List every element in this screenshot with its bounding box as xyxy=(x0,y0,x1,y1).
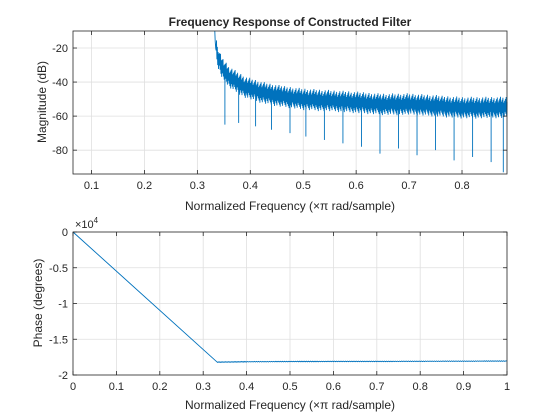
phase-xtick-label: 0.6 xyxy=(326,381,341,393)
magnitude-line xyxy=(214,30,508,119)
magnitude-xtick-label: 0.4 xyxy=(243,180,258,192)
phase-xtick-label: 0 xyxy=(70,381,76,393)
magnitude-xtick-label: 0.6 xyxy=(349,180,364,192)
magnitude-xtick-label: 0.1 xyxy=(84,180,99,192)
magnitude-plot: 0.1 0.2 0.3 0.4 0.5 0.6 0.7 0.8 -80 -60 -40 -20 Fre… xyxy=(35,15,508,213)
magnitude-ytick-label: -20 xyxy=(52,43,68,55)
magnitude-xtick-label: 0.3 xyxy=(190,180,205,192)
phase-xtick-label: 0.8 xyxy=(413,381,428,393)
magnitude-ytick-label: -60 xyxy=(52,111,68,123)
phase-xlabel: Normalized Frequency (×π rad/sample) xyxy=(185,398,395,412)
magnitude-series xyxy=(214,30,508,173)
magnitude-title: Frequency Response of Constructed Filter xyxy=(169,15,412,29)
phase-series xyxy=(72,231,508,363)
phase-xtick-label: 1 xyxy=(504,381,510,393)
magnitude-ytick-label: -80 xyxy=(52,145,68,157)
magnitude-axes-box xyxy=(72,30,508,175)
phase-ticks: 0 0.1 0.2 0.3 0.4 0.5 0.6 0.7 0.8 0.9 1 -2 -1.5 -1 -0.… xyxy=(49,227,510,393)
phase-xtick-label: 0.3 xyxy=(196,381,211,393)
magnitude-ticks: 0.1 0.2 0.3 0.4 0.5 0.6 0.7 0.8 -80 -60 -40 -20 xyxy=(52,31,507,192)
phase-xtick-label: 0.5 xyxy=(282,381,297,393)
phase-xtick-label: 0.7 xyxy=(369,381,384,393)
magnitude-ylabel: Magnitude (dB) xyxy=(35,61,49,143)
magnitude-xtick-label: 0.8 xyxy=(454,180,469,192)
phase-ytick-label: -1.5 xyxy=(49,334,68,346)
phase-ytick-label: -2 xyxy=(58,370,68,382)
phase-xtick-label: 0.1 xyxy=(109,381,124,393)
phase-exponent-label: ×104 xyxy=(75,216,99,231)
phase-ytick-label: 0 xyxy=(62,227,68,239)
phase-ytick-label: -0.5 xyxy=(49,263,68,275)
phase-xtick-label: 0.2 xyxy=(152,381,167,393)
magnitude-xtick-label: 0.5 xyxy=(296,180,311,192)
phase-ylabel: Phase (degrees) xyxy=(31,259,45,348)
magnitude-ytick-label: -40 xyxy=(52,77,68,89)
magnitude-xtick-label: 0.2 xyxy=(137,180,152,192)
phase-xtick-label: 0.4 xyxy=(239,381,254,393)
phase-plot: 0 0.1 0.2 0.3 0.4 0.5 0.6 0.7 0.8 0.9 1 -2 -1.5 -1 -0.… xyxy=(31,216,510,412)
phase-ytick-label: -1 xyxy=(58,299,68,311)
magnitude-xlabel: Normalized Frequency (×π rad/sample) xyxy=(185,199,395,213)
phase-line xyxy=(72,231,508,363)
phase-xtick-label: 0.9 xyxy=(456,381,471,393)
magnitude-xtick-label: 0.7 xyxy=(401,180,416,192)
